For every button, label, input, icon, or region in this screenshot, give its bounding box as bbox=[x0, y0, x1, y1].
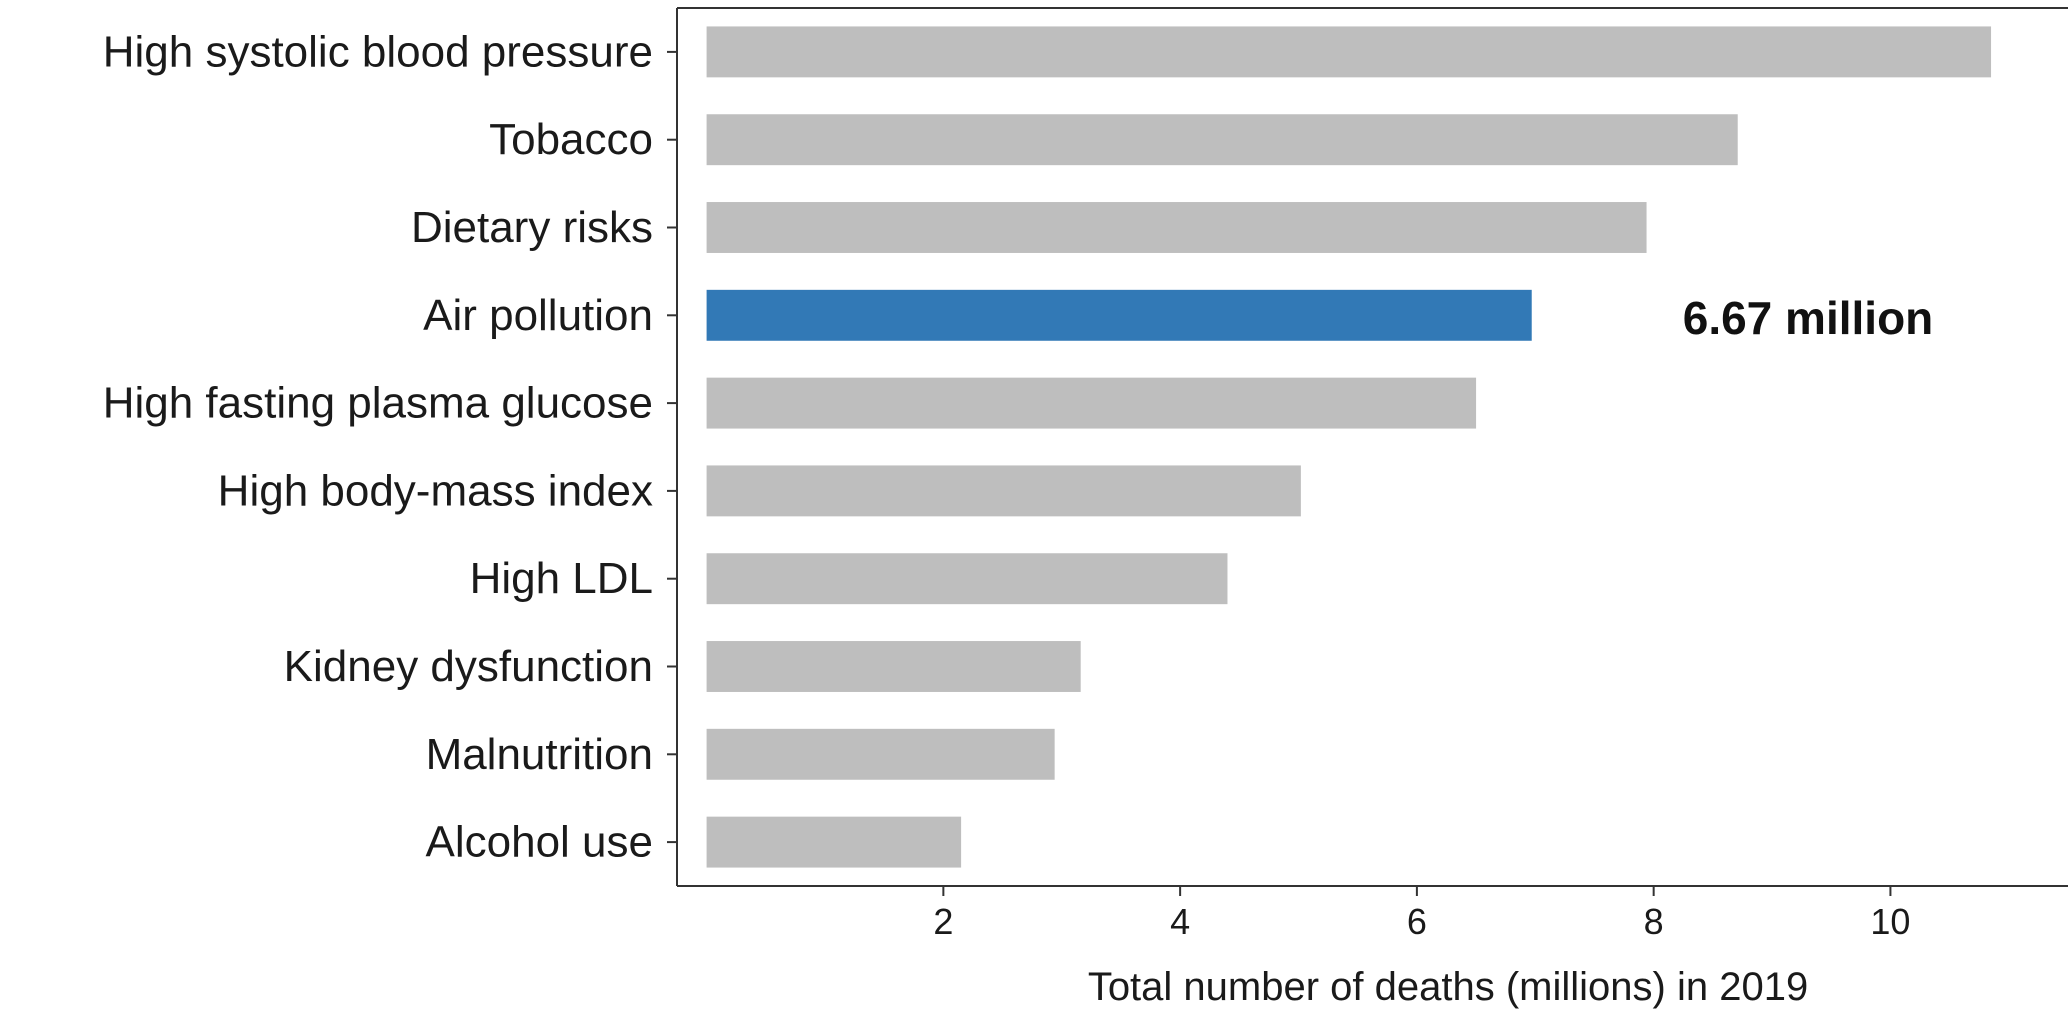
bars-layer bbox=[706, 26, 1992, 868]
category-label: Alcohol use bbox=[426, 818, 653, 867]
bar bbox=[706, 465, 1301, 517]
category-label: Dietary risks bbox=[411, 203, 653, 252]
x-tick-label: 2 bbox=[933, 901, 953, 942]
bar bbox=[706, 377, 1477, 429]
x-tick-label: 8 bbox=[1644, 901, 1664, 942]
bar bbox=[706, 26, 1992, 78]
x-tick-label: 6 bbox=[1407, 901, 1427, 942]
bar bbox=[706, 114, 1738, 166]
axes-layer bbox=[667, 7, 2068, 896]
category-label: Tobacco bbox=[489, 115, 653, 164]
category-label: Malnutrition bbox=[426, 730, 653, 779]
labels-layer: High systolic blood pressure Tobacco Dieta… bbox=[103, 27, 1911, 942]
highlight-value-label: 6.67 million bbox=[1683, 292, 1934, 344]
x-axis-title: Total number of deaths (millions) in 201… bbox=[1088, 965, 1808, 1009]
category-label: High LDL bbox=[470, 554, 653, 603]
bar bbox=[706, 728, 1055, 780]
category-label: High fasting plasma glucose bbox=[103, 379, 653, 428]
bar bbox=[706, 641, 1081, 692]
category-label: Kidney dysfunction bbox=[284, 642, 653, 691]
x-tick-label: 10 bbox=[1870, 901, 1910, 942]
category-label: High systolic blood pressure bbox=[103, 27, 653, 76]
bar bbox=[706, 816, 962, 868]
bar-highlighted bbox=[706, 289, 1532, 341]
bar bbox=[706, 553, 1228, 605]
category-label: High body-mass index bbox=[218, 466, 653, 515]
bar bbox=[706, 202, 1647, 253]
x-tick-label: 4 bbox=[1170, 901, 1190, 942]
category-label: Air pollution bbox=[423, 291, 653, 340]
